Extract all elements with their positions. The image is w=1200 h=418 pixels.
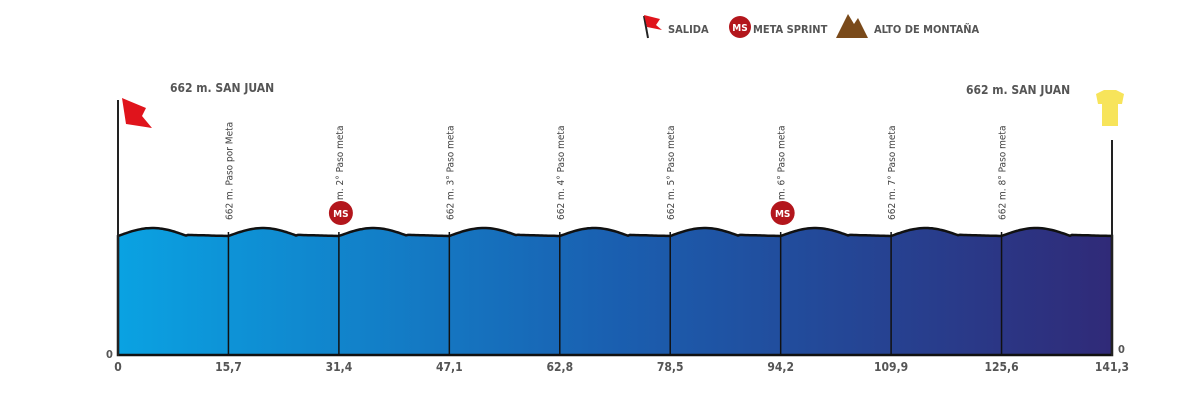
pass-label: 662 m. 8° Paso meta bbox=[998, 126, 1009, 220]
sprint-icon: MS bbox=[333, 209, 348, 220]
finish-label: 662 m. SAN JUAN bbox=[966, 83, 1070, 97]
pass-label: 662 m. 3° Paso meta bbox=[445, 126, 456, 220]
legend-label: META SPRINT bbox=[753, 23, 828, 36]
km-label: 78,5 bbox=[657, 360, 684, 374]
sprint-marker bbox=[328, 201, 353, 225]
km-label: 62,8 bbox=[546, 360, 573, 374]
profile-area bbox=[116, 226, 1114, 357]
km-label: 47,1 bbox=[436, 360, 463, 374]
y-label: 0 bbox=[106, 348, 113, 361]
sprint-marker bbox=[770, 201, 795, 225]
km-label: 125,6 bbox=[984, 360, 1018, 374]
pass-label: 662 m. 7° Paso meta bbox=[887, 126, 898, 220]
km-label: 94,2 bbox=[767, 360, 794, 374]
km-label: 109,9 bbox=[874, 360, 908, 374]
km-label: 31,4 bbox=[326, 360, 353, 374]
leader-jersey bbox=[1096, 90, 1124, 126]
pass-label: 662 m. 5° Paso meta bbox=[666, 126, 677, 220]
km-label: 141,3 bbox=[1095, 360, 1129, 374]
km-label: 15,7 bbox=[215, 360, 242, 374]
sprint-icon: MS bbox=[732, 23, 747, 34]
pass-label: 662 m. 6° Paso meta bbox=[777, 126, 788, 220]
pass-label: 662 m. 4° Paso meta bbox=[556, 126, 567, 220]
pass-label: 662 m. Paso por Meta bbox=[224, 122, 235, 220]
legend-label: ALTO DE MONTAÑA bbox=[874, 23, 980, 36]
pass-label: 662 m. 2° Paso meta bbox=[335, 126, 346, 220]
km-label: 0 bbox=[114, 360, 122, 374]
start-flag bbox=[122, 98, 152, 128]
legend-label: SALIDA bbox=[668, 23, 709, 36]
sprint-icon: MS bbox=[775, 209, 790, 220]
start-label: 662 m. SAN JUAN bbox=[170, 81, 274, 95]
y-label: 0 bbox=[1118, 343, 1125, 356]
legend: SALIDA MS META SPRINT ALTO DE MONTAÑA bbox=[643, 14, 980, 39]
